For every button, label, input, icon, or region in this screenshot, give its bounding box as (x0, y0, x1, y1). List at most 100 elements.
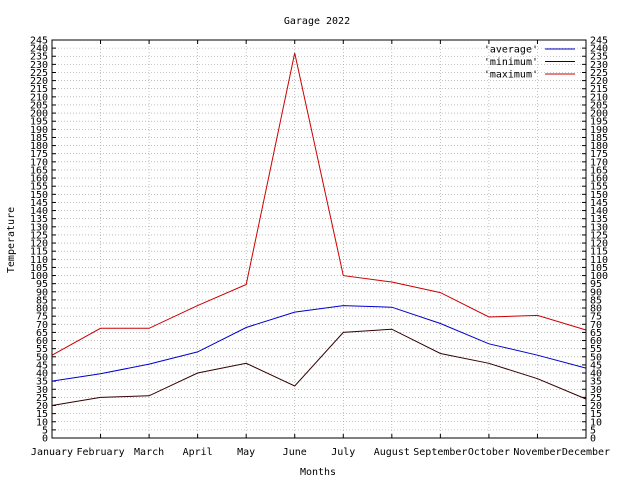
y-tick-label: 170 (30, 157, 48, 168)
x-tick-label: October (468, 447, 510, 458)
y-tick-label: 10 (36, 417, 48, 428)
y-tick-label-right: 140 (590, 206, 608, 217)
y-tick-label-right: 25 (590, 393, 602, 404)
y-tick-label-right: 235 (590, 52, 608, 63)
y-tick-label-right: 185 (590, 133, 608, 144)
y-axis-label: Temperature (6, 207, 17, 273)
y-tick-label-right: 70 (590, 320, 602, 331)
y-tick-label-right: 180 (590, 141, 608, 152)
y-tick-label: 220 (30, 76, 48, 87)
y-tick-label-right: 100 (590, 271, 608, 282)
x-tick-label: May (237, 447, 255, 458)
y-tick-label-right: 95 (590, 279, 602, 290)
y-tick-label: 210 (30, 92, 48, 103)
y-tick-label-right: 200 (590, 109, 608, 120)
y-tick-label-right: 170 (590, 157, 608, 168)
y-tick-label-right: 135 (590, 214, 608, 225)
y-tick-label: 205 (30, 100, 48, 111)
x-tick-label: July (331, 447, 355, 458)
y-tick-label: 75 (36, 312, 48, 323)
y-tick-label: 125 (30, 230, 48, 241)
y-tick-label-right: 130 (590, 222, 608, 233)
y-tick-label: 65 (36, 328, 48, 339)
y-tick-label-right: 80 (590, 304, 602, 315)
series-lines (51, 52, 587, 406)
y-tick-label: 150 (30, 190, 48, 201)
y-tick-label: 50 (36, 352, 48, 363)
y-tick-label-right: 55 (590, 344, 602, 355)
y-tick-label: 165 (30, 165, 48, 176)
y-tick-label-right: 40 (590, 369, 602, 380)
x-tick-label: December (562, 447, 610, 458)
chart-title: Garage 2022 (284, 16, 350, 27)
y-tick-label-right: 15 (590, 409, 602, 420)
y-tick-label: 135 (30, 214, 48, 225)
y-tick-label: 15 (36, 409, 48, 420)
y-tick-label-right: 145 (590, 198, 608, 209)
y-tick-label: 0 (42, 434, 48, 445)
y-tick-label-right: 190 (590, 125, 608, 136)
y-tick-label-right: 50 (590, 352, 602, 363)
x-tick-label: February (76, 447, 124, 458)
y-tick-label-right: 210 (590, 92, 608, 103)
y-tick-label: 180 (30, 141, 48, 152)
y-tick-label: 155 (30, 182, 48, 193)
y-tick-label: 185 (30, 133, 48, 144)
y-tick-label: 215 (30, 84, 48, 95)
y-tick-label-right: 45 (590, 360, 602, 371)
y-tick-label: 25 (36, 393, 48, 404)
y-tick-label-right: 195 (590, 117, 608, 128)
y-tick-label: 5 (42, 425, 48, 436)
legend: 'average''minimum' 'maximum' (484, 45, 575, 81)
y-tick-label: 90 (36, 287, 48, 298)
y-tick-label: 140 (30, 206, 48, 217)
y-tick-label-right: 230 (590, 60, 608, 71)
x-axis-label: Months (300, 467, 336, 478)
y-tick-label: 195 (30, 117, 48, 128)
y-tick-label: 225 (30, 68, 48, 79)
x-tick-label: June (283, 447, 307, 458)
y-tick-label-right: 0 (590, 434, 596, 445)
y-tick-label-right: 150 (590, 190, 608, 201)
y-tick-label-right: 165 (590, 165, 608, 176)
y-tick-label: 95 (36, 279, 48, 290)
y-tick-label-right: 5 (590, 425, 596, 436)
y-tick-label: 70 (36, 320, 48, 331)
y-tick-label-right: 60 (590, 336, 602, 347)
x-tick-label: April (183, 447, 213, 458)
x-tick-label: November (513, 447, 561, 458)
y-tick-label: 55 (36, 344, 48, 355)
y-tick-label-right: 125 (590, 230, 608, 241)
y-tick-label-right: 65 (590, 328, 602, 339)
x-tick-label: January (31, 447, 73, 458)
y-tick-label: 160 (30, 174, 48, 185)
legend-label: 'maximum' (484, 70, 538, 81)
y-tick-label-right: 245 (590, 36, 608, 47)
y-tick-label: 60 (36, 336, 48, 347)
plot-frame (51, 39, 587, 439)
y-tick-label: 80 (36, 304, 48, 315)
y-tick-label: 230 (30, 60, 48, 71)
y-tick-label: 130 (30, 222, 48, 233)
y-tick-label: 200 (30, 109, 48, 120)
y-tick-label: 100 (30, 271, 48, 282)
y-tick-label-right: 160 (590, 174, 608, 185)
y-tick-label-right: 75 (590, 312, 602, 323)
y-tick-label: 20 (36, 401, 48, 412)
y-tick-label: 145 (30, 198, 48, 209)
x-tick-label: March (134, 447, 164, 458)
y-tick-label-right: 30 (590, 385, 602, 396)
y-tick-label: 175 (30, 149, 48, 160)
y-tick-label: 85 (36, 295, 48, 306)
y-tick-label-right: 225 (590, 68, 608, 79)
series-line (51, 305, 587, 382)
legend-label: 'minimum' (484, 57, 538, 68)
y-tick-label-right: 215 (590, 84, 608, 95)
y-tick-label-right: 120 (590, 239, 608, 250)
y-tick-label-right: 220 (590, 76, 608, 87)
y-tick-label: 110 (30, 255, 48, 266)
y-tick-label: 115 (30, 247, 48, 258)
